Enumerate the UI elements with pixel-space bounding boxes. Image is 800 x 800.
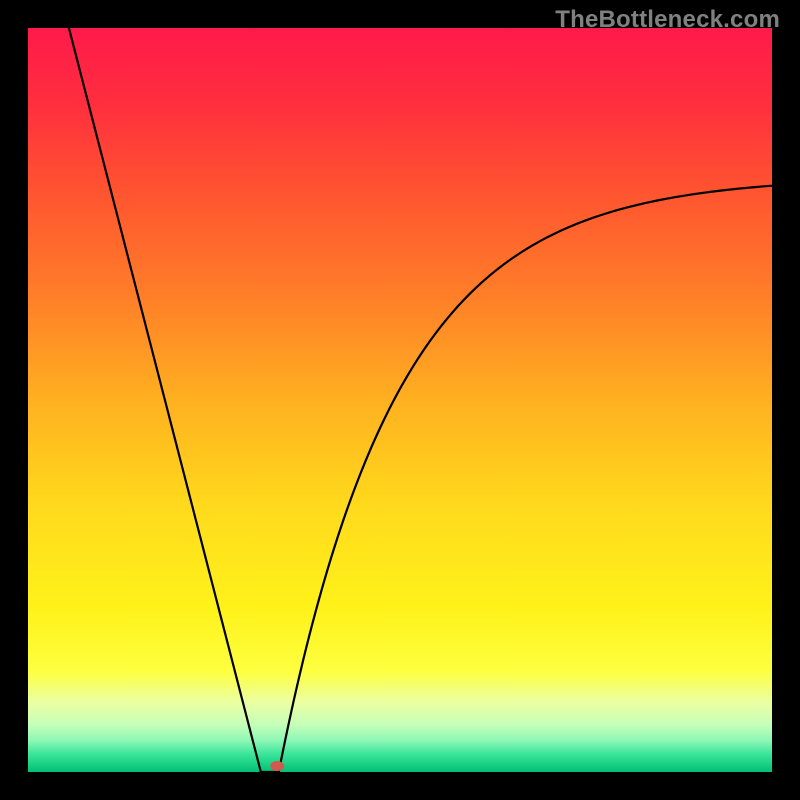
chart-frame: TheBottleneck.com: [0, 0, 800, 800]
plot-area: [28, 28, 772, 772]
gradient-background: [28, 28, 772, 772]
bottleneck-chart: [28, 28, 772, 772]
optimum-marker: [270, 761, 284, 771]
